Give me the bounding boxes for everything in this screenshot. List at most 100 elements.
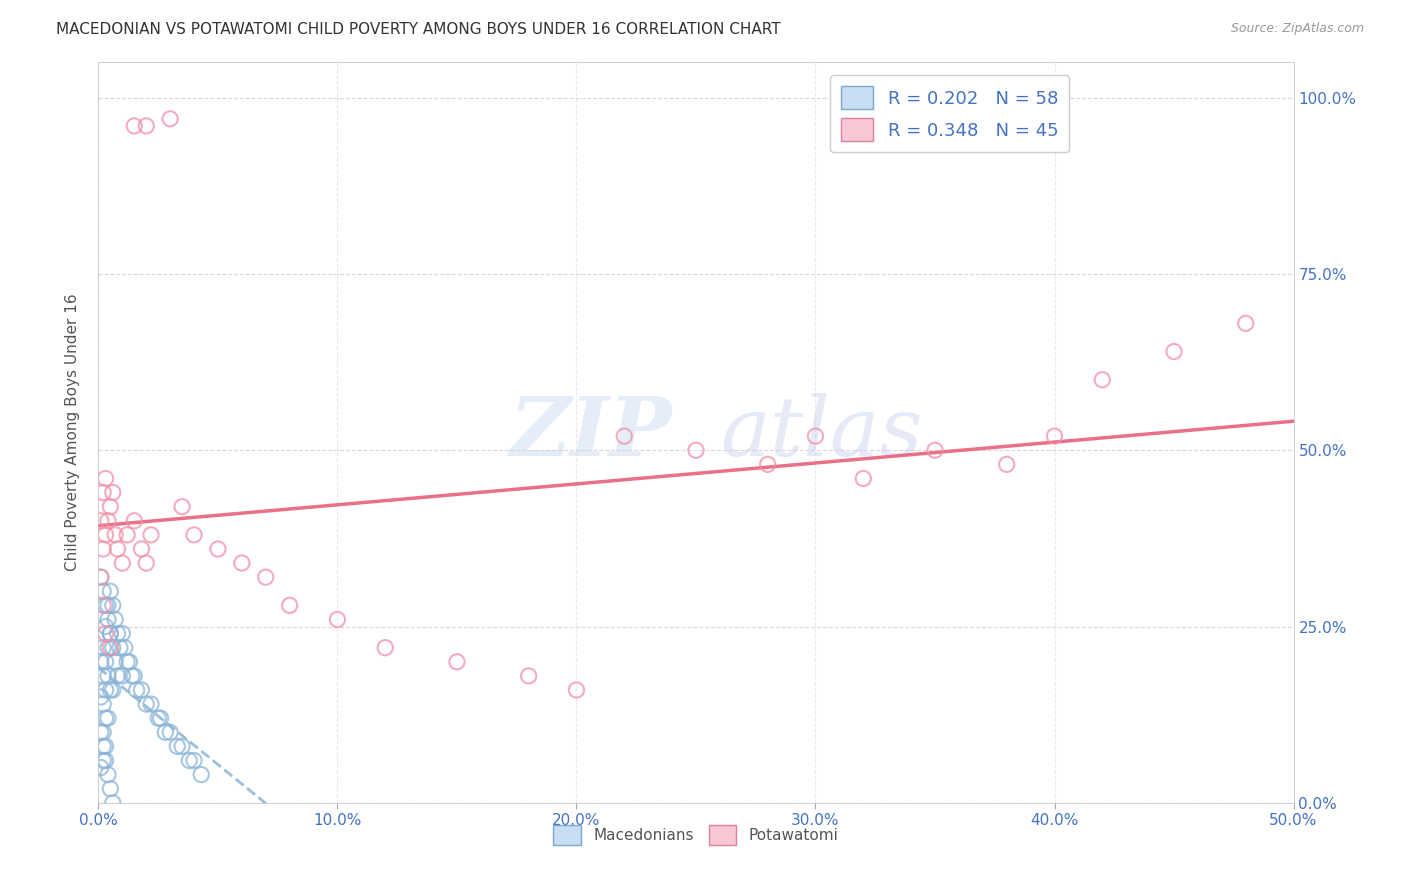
Point: [139, 697, 162, 711]
Point: [90, 690, 112, 704]
Point: [94, 471, 117, 485]
Point: [374, 640, 396, 655]
Point: [179, 754, 201, 768]
Point: [90, 760, 112, 774]
Point: [97, 599, 120, 613]
Point: [97, 640, 120, 655]
Y-axis label: Child Poverty Among Boys Under 16: Child Poverty Among Boys Under 16: [65, 293, 80, 572]
Point: [91, 725, 114, 739]
Text: Source: ZipAtlas.com: Source: ZipAtlas.com: [1230, 22, 1364, 36]
Point: [107, 541, 129, 556]
Point: [90, 655, 112, 669]
Point: [107, 626, 129, 640]
Point: [101, 599, 124, 613]
Point: [91, 739, 114, 754]
Point: [94, 711, 117, 725]
Point: [124, 669, 146, 683]
Point: [94, 683, 117, 698]
Point: [94, 626, 117, 640]
Point: [159, 112, 181, 126]
Point: [97, 514, 120, 528]
Point: [135, 697, 157, 711]
Point: [517, 669, 540, 683]
Point: [172, 500, 194, 514]
Point: [139, 528, 162, 542]
Point: [183, 528, 205, 542]
Point: [207, 541, 229, 556]
Point: [101, 485, 124, 500]
Point: [115, 528, 138, 542]
Point: [111, 556, 134, 570]
Point: [104, 528, 127, 542]
Point: [91, 541, 114, 556]
Point: [97, 612, 120, 626]
Point: [101, 683, 124, 698]
Legend: Macedonians, Potawatomi: Macedonians, Potawatomi: [547, 819, 845, 851]
Point: [685, 443, 707, 458]
Point: [94, 754, 117, 768]
Point: [1163, 344, 1185, 359]
Point: [1091, 373, 1114, 387]
Point: [149, 711, 172, 725]
Point: [278, 599, 301, 613]
Point: [124, 119, 146, 133]
Point: [190, 767, 212, 781]
Point: [108, 640, 131, 655]
Point: [995, 458, 1018, 472]
Point: [852, 471, 875, 485]
Point: [91, 697, 114, 711]
Point: [131, 541, 153, 556]
Point: [90, 514, 112, 528]
Point: [172, 739, 194, 754]
Point: [104, 612, 127, 626]
Point: [125, 683, 148, 698]
Text: atlas: atlas: [720, 392, 922, 473]
Point: [90, 570, 112, 584]
Point: [97, 669, 120, 683]
Point: [107, 669, 129, 683]
Point: [91, 599, 114, 613]
Point: [756, 458, 779, 472]
Point: [94, 739, 117, 754]
Point: [446, 655, 468, 669]
Point: [111, 626, 134, 640]
Point: [155, 725, 177, 739]
Point: [111, 669, 134, 683]
Point: [91, 640, 114, 655]
Point: [94, 528, 117, 542]
Point: [135, 119, 157, 133]
Point: [94, 655, 117, 669]
Point: [1234, 316, 1257, 330]
Point: [91, 669, 114, 683]
Point: [924, 443, 946, 458]
Point: [98, 640, 122, 655]
Point: [98, 626, 122, 640]
Point: [97, 767, 120, 781]
Point: [98, 584, 122, 599]
Point: [91, 485, 114, 500]
Point: [91, 754, 114, 768]
Point: [104, 655, 127, 669]
Point: [159, 725, 181, 739]
Point: [254, 570, 277, 584]
Point: [565, 683, 588, 698]
Point: [98, 781, 122, 796]
Point: [131, 683, 153, 698]
Point: [804, 429, 827, 443]
Text: ZIP: ZIP: [509, 392, 672, 473]
Point: [124, 514, 146, 528]
Point: [98, 683, 122, 698]
Point: [1043, 429, 1066, 443]
Point: [118, 655, 141, 669]
Point: [135, 556, 157, 570]
Point: [90, 725, 112, 739]
Point: [115, 655, 138, 669]
Point: [121, 669, 143, 683]
Point: [114, 640, 136, 655]
Point: [613, 429, 636, 443]
Point: [326, 612, 349, 626]
Text: MACEDONIAN VS POTAWATOMI CHILD POVERTY AMONG BOYS UNDER 16 CORRELATION CHART: MACEDONIAN VS POTAWATOMI CHILD POVERTY A…: [56, 22, 780, 37]
Point: [101, 796, 124, 810]
Point: [166, 739, 188, 754]
Point: [94, 599, 117, 613]
